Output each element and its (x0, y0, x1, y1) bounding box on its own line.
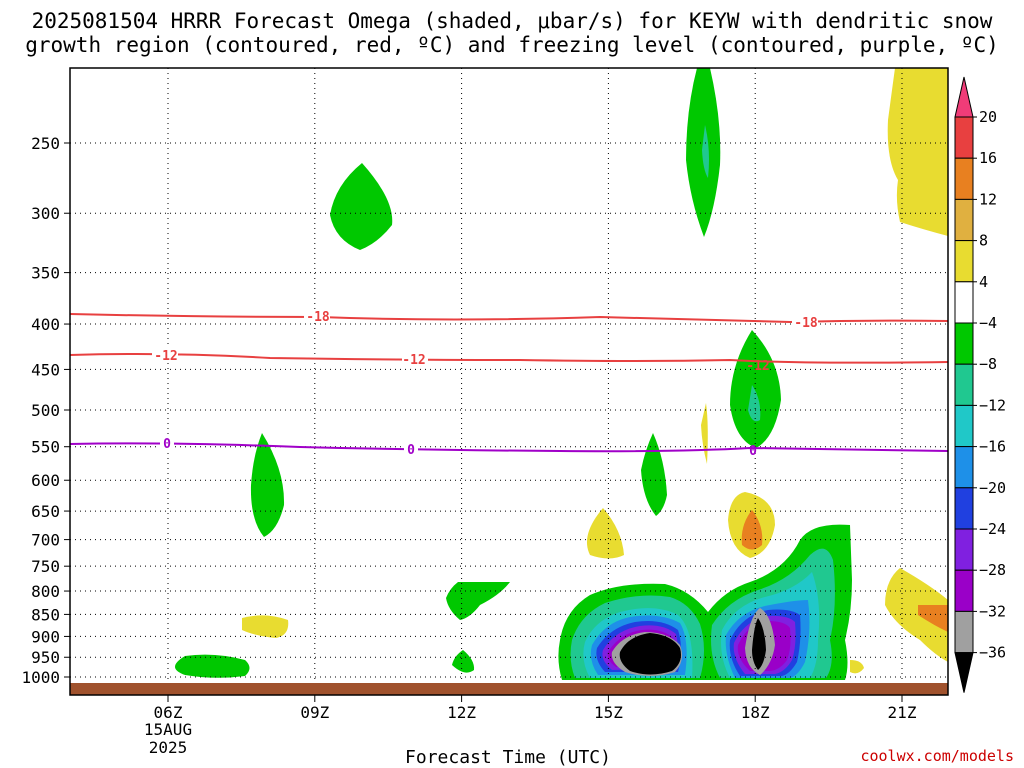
colorbar-swatch (954, 569, 974, 612)
omega-region-main-black (619, 633, 681, 675)
omega-region-mid-left (250, 433, 285, 537)
temperature-contours (70, 313, 948, 453)
omega-region-mid-thin-positive (701, 403, 708, 464)
x-tick-label: 12Z (447, 703, 476, 722)
colorbar-swatch (954, 157, 974, 200)
contour-minus12 (70, 353, 948, 364)
x-axis-title: Forecast Time (UTC) (405, 747, 611, 768)
omega-region-upper-mid-inner (702, 125, 709, 178)
colorbar-swatch (954, 240, 974, 283)
contour-label-minus12-c: -12 (746, 359, 769, 374)
contour-label-zero-a: 0 (163, 437, 171, 452)
contour-label-zero-b: 0 (407, 443, 415, 458)
y-tick-label: 450 (31, 360, 60, 379)
colorbar-swatch (954, 404, 974, 448)
omega-region-low-left-2 (452, 650, 475, 673)
y-tick-label: 300 (31, 204, 60, 223)
omega-region-yellow-3 (242, 615, 289, 638)
omega-region-top-right-positive (887, 68, 948, 236)
y-axis: 250 300 350 400 450 500 550 600 650 700 750 800 850 9… (21, 134, 70, 687)
y-tick-label: 350 (31, 264, 60, 283)
colorbar-swatch (954, 116, 974, 159)
omega-region-low-left-3 (175, 654, 250, 678)
colorbar-label: −36 (979, 644, 1006, 662)
omega-region-orange-2 (918, 605, 948, 632)
y-tick-label: 550 (31, 438, 60, 457)
colorbar-label: −32 (979, 602, 1006, 620)
colorbar-label: −8 (979, 355, 997, 373)
colorbar-label: −16 (979, 438, 1006, 456)
colorbar-label: 20 (979, 108, 997, 126)
colorbar-swatch (954, 322, 974, 365)
omega-shading (175, 68, 948, 680)
plot-frame (69, 67, 949, 696)
colorbar-swatch (954, 528, 974, 571)
x-date-label-year: 2025 (149, 738, 188, 757)
omega-region-upper-left (330, 163, 393, 250)
colorbar-swatch (954, 281, 974, 324)
contour-minus18 (70, 313, 948, 324)
colorbar-label: −28 (979, 561, 1006, 579)
watermark: coolwx.com/models (860, 747, 1014, 765)
y-tick-label: 600 (31, 471, 60, 490)
colorbar-label: −20 (979, 479, 1006, 497)
y-tick-label: 900 (31, 627, 60, 646)
colorbar-swatch (954, 446, 974, 489)
colorbar-swatch (954, 610, 974, 654)
x-tick-label: 09Z (300, 703, 329, 722)
contour-label-zero-c: 0 (749, 444, 757, 459)
colorbar-swatch (954, 363, 974, 406)
contour-label-minus12-a: -12 (154, 349, 177, 364)
x-date-label-day: 15AUG (144, 720, 192, 739)
y-tick-label: 800 (31, 582, 60, 601)
y-tick-label: 400 (31, 315, 60, 334)
y-tick-label: 850 (31, 605, 60, 624)
omega-region-yellow-5 (850, 660, 864, 674)
omega-region-mid-right-inner (748, 385, 761, 422)
x-tick-label: 06Z (154, 703, 183, 722)
y-tick-label: 1000 (21, 668, 60, 687)
colorbar-label: 8 (979, 232, 988, 250)
y-tick-label: 950 (31, 648, 60, 667)
y-tick-label: 250 (31, 134, 60, 153)
contour-label-minus18-b: -18 (794, 316, 818, 331)
colorbar-label: 16 (979, 149, 997, 167)
chart-title-line-2: growth region (contoured, red, ºC) and f… (25, 33, 999, 57)
colorbar-swatch (954, 487, 974, 530)
x-tick-label: 15Z (594, 703, 623, 722)
y-tick-label: 750 (31, 557, 60, 576)
contour-label-minus12-b: -12 (402, 353, 425, 368)
colorbar-top-arrow (954, 76, 974, 118)
colorbar-label: −4 (979, 314, 997, 332)
contour-zero (70, 442, 948, 453)
x-tick-label: 18Z (741, 703, 770, 722)
contour-labels: -18 -18 -12 -12 -12 0 0 0 (152, 309, 818, 459)
contour-label-minus18-a: -18 (306, 310, 330, 325)
colorbar-label: −12 (979, 396, 1006, 414)
omega-region-low-left-1 (446, 582, 510, 620)
surface-terrain-band (70, 683, 948, 695)
colorbar: 20 16 12 8 4 −4 −8 −12 −16 −20 −24 −28 −32 −36 (954, 76, 1006, 693)
omega-region-mid-center (641, 433, 667, 516)
y-tick-label: 700 (31, 531, 60, 550)
y-tick-label: 500 (31, 401, 60, 420)
x-axis: 06Z 09Z 12Z 15Z 18Z 21Z (154, 695, 917, 722)
colorbar-swatch (954, 198, 974, 242)
chart-title-line-1: 2025081504 HRRR Forecast Omega (shaded, … (32, 9, 993, 33)
omega-region-yellow-1 (586, 508, 624, 559)
y-tick-label: 650 (31, 502, 60, 521)
x-tick-label: 21Z (888, 703, 917, 722)
omega-region-orange-1 (741, 510, 763, 550)
colorbar-label: −24 (979, 520, 1006, 538)
colorbar-label: 4 (979, 273, 988, 291)
colorbar-label: 12 (979, 190, 997, 208)
colorbar-bottom-arrow (954, 652, 974, 693)
